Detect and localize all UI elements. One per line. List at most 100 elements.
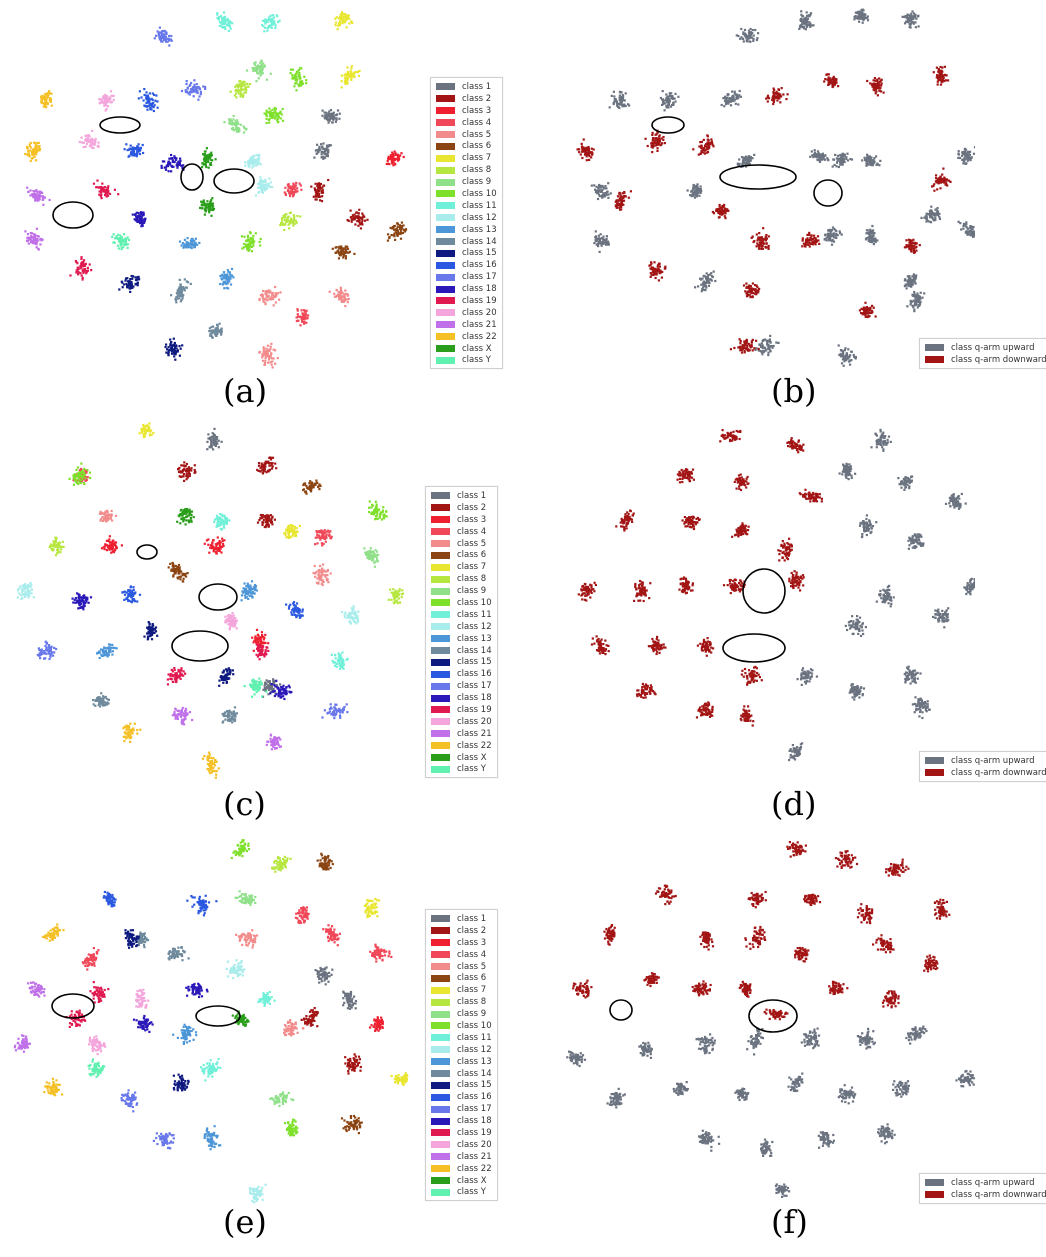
data-point	[340, 245, 343, 248]
data-point	[243, 131, 246, 134]
data-point	[258, 240, 261, 243]
data-point	[339, 297, 342, 300]
data-point	[180, 292, 183, 295]
data-point	[618, 96, 621, 99]
data-point	[918, 244, 921, 247]
data-point	[396, 153, 399, 156]
data-point	[223, 23, 226, 26]
data-point	[702, 274, 705, 277]
data-point	[137, 211, 140, 215]
data-point	[843, 358, 846, 361]
legend-item: class 9	[436, 176, 497, 188]
data-point	[809, 236, 812, 240]
data-point	[314, 198, 317, 201]
panel-b: class q-arm upward class q-arm downward	[555, 0, 1046, 420]
data-point	[266, 182, 270, 186]
data-point	[214, 332, 217, 335]
data-point	[581, 150, 584, 153]
data-point	[673, 97, 676, 100]
data-point	[243, 235, 246, 238]
data-point	[262, 298, 265, 301]
data-point	[335, 16, 338, 19]
data-point	[209, 332, 212, 335]
data-point	[937, 68, 940, 71]
data-point	[275, 14, 278, 17]
data-point	[940, 180, 943, 183]
data-point	[813, 151, 817, 154]
data-point	[176, 162, 179, 165]
data-point	[77, 267, 80, 270]
data-point	[841, 161, 844, 164]
data-point	[122, 238, 125, 241]
data-point	[878, 84, 881, 87]
legend-swatch	[436, 238, 455, 246]
data-point	[202, 199, 205, 202]
data-point	[621, 94, 624, 97]
data-point	[273, 117, 276, 120]
data-point	[164, 38, 167, 41]
data-point	[947, 79, 950, 82]
data-point	[267, 118, 270, 122]
data-point	[270, 26, 273, 29]
data-point	[278, 112, 281, 115]
data-point	[250, 166, 253, 169]
data-point	[242, 88, 245, 91]
data-point	[628, 104, 631, 107]
data-point	[98, 193, 101, 196]
data-point	[305, 79, 308, 82]
data-point	[969, 150, 972, 153]
data-point	[832, 240, 836, 243]
data-point	[346, 251, 350, 254]
data-point	[181, 344, 184, 347]
cluster-class-q-arm-downward	[858, 301, 877, 319]
data-point	[293, 85, 296, 88]
data-point	[201, 162, 204, 165]
data-point	[179, 347, 182, 350]
data-point	[342, 256, 345, 259]
data-point	[613, 95, 616, 98]
data-point	[353, 252, 356, 255]
data-point	[961, 154, 964, 157]
data-point	[41, 238, 44, 241]
data-point	[698, 194, 701, 197]
data-point	[167, 170, 170, 173]
data-point	[49, 100, 52, 103]
data-point	[314, 190, 317, 194]
data-point	[117, 193, 120, 196]
data-point	[873, 89, 876, 92]
data-point	[695, 189, 698, 192]
data-point	[37, 146, 41, 149]
data-point	[295, 316, 298, 319]
data-point	[935, 211, 938, 214]
data-point	[218, 322, 221, 325]
data-point	[827, 82, 830, 85]
data-point	[773, 93, 776, 96]
data-point	[33, 147, 37, 150]
data-point	[299, 66, 302, 70]
data-point	[342, 294, 345, 297]
data-point	[748, 32, 751, 35]
data-point	[344, 15, 347, 18]
data-point	[80, 274, 83, 277]
data-point	[281, 107, 284, 111]
data-point	[228, 24, 231, 27]
data-point	[619, 98, 622, 101]
data-point	[294, 74, 297, 77]
data-point	[860, 12, 863, 15]
data-point	[134, 283, 137, 286]
data-point	[944, 182, 948, 185]
data-point	[943, 180, 946, 183]
data-point	[132, 285, 135, 288]
caption-a: (a)	[223, 372, 268, 410]
data-point	[400, 152, 403, 155]
data-point	[259, 61, 262, 64]
data-point	[656, 149, 659, 152]
data-point	[49, 97, 52, 100]
data-point	[264, 20, 267, 23]
data-point	[289, 72, 292, 75]
data-point	[969, 230, 972, 233]
data-point	[812, 154, 815, 157]
data-point	[200, 200, 203, 203]
data-point	[711, 210, 714, 214]
data-point	[606, 240, 609, 243]
